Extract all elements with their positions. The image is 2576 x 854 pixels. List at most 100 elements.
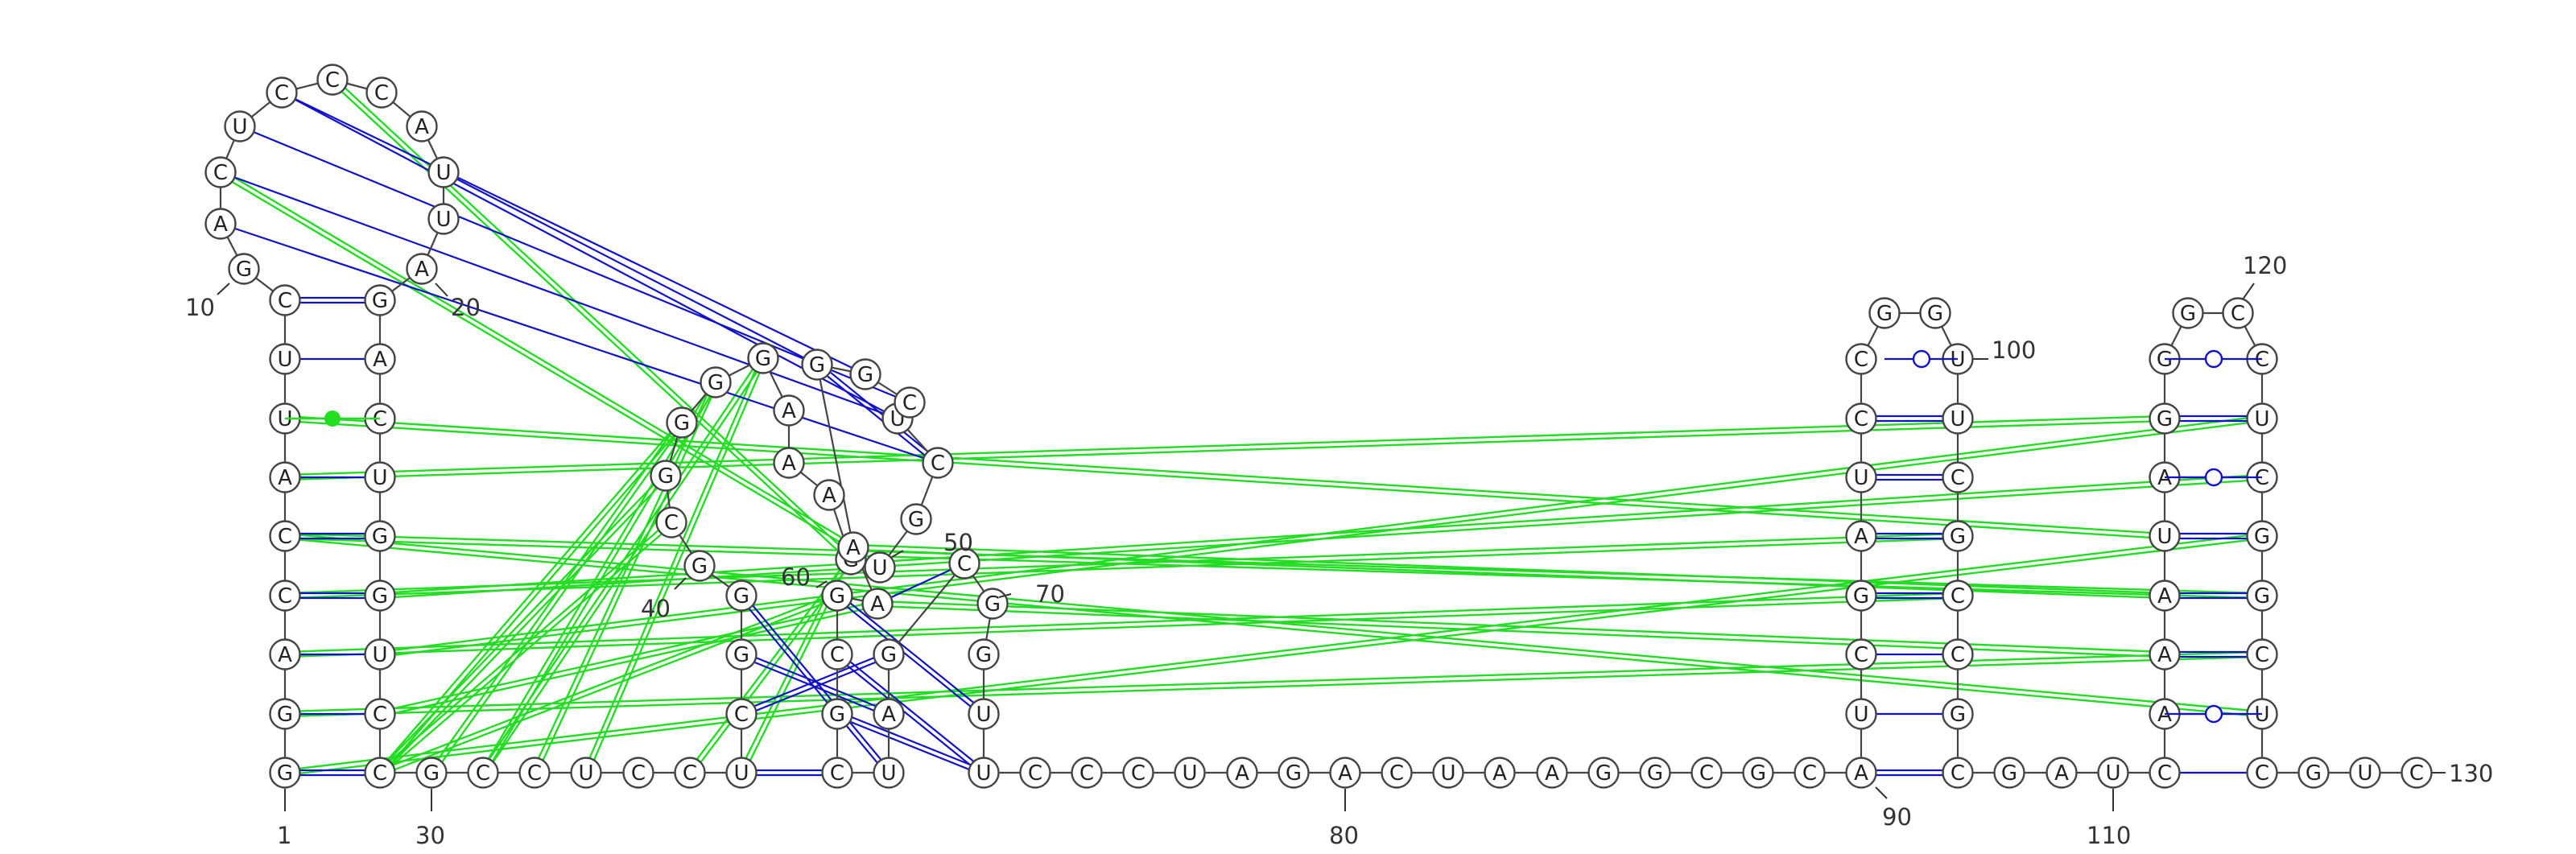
nucleotide-circle <box>725 757 758 789</box>
nucleotide-letter: A <box>278 466 292 490</box>
nucleotide: A <box>269 461 301 493</box>
nucleotide-circle <box>2046 757 2078 789</box>
nucleotide: A <box>773 394 805 427</box>
nucleotide-circle <box>269 284 301 316</box>
nucleotide-circle <box>364 284 396 316</box>
nucleotide: G <box>2297 757 2330 789</box>
index-label: 30 <box>415 822 445 849</box>
nucleotide-circle <box>674 757 706 789</box>
nucleotide: C <box>316 64 349 96</box>
nucleotide-circle <box>900 503 932 535</box>
nucleotide-circle <box>2349 757 2381 789</box>
tertiary-interaction-line <box>377 473 665 772</box>
nucleotide: G <box>2149 402 2181 435</box>
index-tick <box>815 580 828 588</box>
index-label: 100 <box>1992 336 2036 364</box>
nucleotide-letter: U <box>976 761 991 786</box>
nucleotide: C <box>948 547 980 580</box>
long-range-pair-line <box>281 92 898 419</box>
nucleotide: G <box>821 698 853 730</box>
nucleotide-circle <box>364 580 396 612</box>
nucleotide-letter: C <box>325 68 340 93</box>
nucleotide: G <box>725 580 758 612</box>
base-pair-line <box>742 593 892 772</box>
nucleotide-circle <box>1484 757 1516 789</box>
nucleotide-letter: A <box>2157 643 2172 667</box>
nucleotide-circle <box>269 343 301 375</box>
nucleotide-letter: C <box>213 161 228 185</box>
index-tick <box>2242 283 2255 300</box>
nucleotide: A <box>1226 757 1258 789</box>
nucleotide-letter: G <box>733 584 749 609</box>
nucleotide-letter: A <box>1235 761 1249 786</box>
nucleotide-letter: A <box>415 258 429 282</box>
nucleotide: C <box>204 156 237 188</box>
nucleotide: C <box>1942 757 1974 789</box>
tertiary-interaction-line <box>284 537 2262 718</box>
nucleotide-circle <box>1942 698 1974 730</box>
nucleotide-letter: G <box>674 411 690 435</box>
nucleotide-circle <box>1639 757 1671 789</box>
nucleotide-letter: C <box>275 81 289 105</box>
tertiary-interaction-line <box>428 420 681 772</box>
nucleotide: A <box>1845 757 1877 789</box>
nucleotide-circle <box>1942 520 1974 552</box>
nucleotide: U <box>427 156 460 188</box>
nucleotide-circle <box>1794 757 1826 789</box>
nucleotide: A <box>1484 757 1516 789</box>
tertiary-interaction-line <box>284 415 2165 477</box>
nucleotide: G <box>968 638 1000 670</box>
nucleotide-letter: G <box>1853 584 1869 609</box>
nucleotide-circle <box>773 447 805 479</box>
nucleotide-letter: A <box>782 399 796 423</box>
nucleotide: G <box>900 503 932 535</box>
nucleotide-circle <box>2246 402 2278 435</box>
nucleotide-letter: C <box>2231 302 2245 326</box>
nucleotide-letter: G <box>733 643 749 667</box>
nucleotide-letter: C <box>278 584 292 609</box>
nucleotide: U <box>1942 402 1974 435</box>
nucleotide-circle <box>364 343 396 375</box>
nucleotide: G <box>1942 698 1974 730</box>
tertiary-interaction-line <box>333 76 853 559</box>
nucleotide: C <box>1794 757 1826 789</box>
nucleotide: C <box>364 757 396 789</box>
tertiary-interaction-line <box>284 650 2262 713</box>
nucleotide-circle <box>622 757 654 789</box>
nucleotide: G <box>725 638 758 670</box>
nucleotide-letter: A <box>1854 761 1868 786</box>
nucleotide: C <box>1381 757 1413 789</box>
nucleotide: G <box>364 520 396 552</box>
nucleotide: U <box>1432 757 1464 789</box>
nucleotide: U <box>224 110 256 142</box>
nucleotide-circle <box>1122 757 1154 789</box>
nucleotide: G <box>1587 757 1620 789</box>
nucleotide: U <box>2349 757 2381 789</box>
nucleotide: U <box>2246 402 2278 435</box>
nucleotide-circle <box>968 757 1000 789</box>
nucleotide-letter: U <box>1853 703 1868 727</box>
nucleotide-letter: G <box>372 289 388 313</box>
nucleotide-circle <box>364 520 396 552</box>
long-range-pair-line <box>281 92 866 375</box>
nucleotide-circle <box>1942 402 1974 435</box>
nucleotide: G <box>821 580 853 612</box>
nucleotide-letter: G <box>2157 407 2173 431</box>
index-tick <box>891 550 904 558</box>
nucleotide-letter: G <box>857 363 873 387</box>
nucleotide: G <box>269 757 301 789</box>
nucleotide-letter: C <box>278 289 292 313</box>
nucleotide-circle <box>2149 638 2181 670</box>
nucleotide: C <box>1845 343 1877 375</box>
nucleotide-letter: G <box>1596 761 1612 786</box>
nucleotide: A <box>861 588 894 620</box>
nucleotide-circle <box>1868 297 1901 329</box>
nucleotide: U <box>968 757 1000 789</box>
index-label: 60 <box>781 563 811 591</box>
nucleotide-letter: C <box>1028 761 1042 786</box>
nucleotide-circle <box>2222 297 2254 329</box>
nucleotide: G <box>1919 297 1951 329</box>
tertiary-interaction-line <box>587 358 766 774</box>
